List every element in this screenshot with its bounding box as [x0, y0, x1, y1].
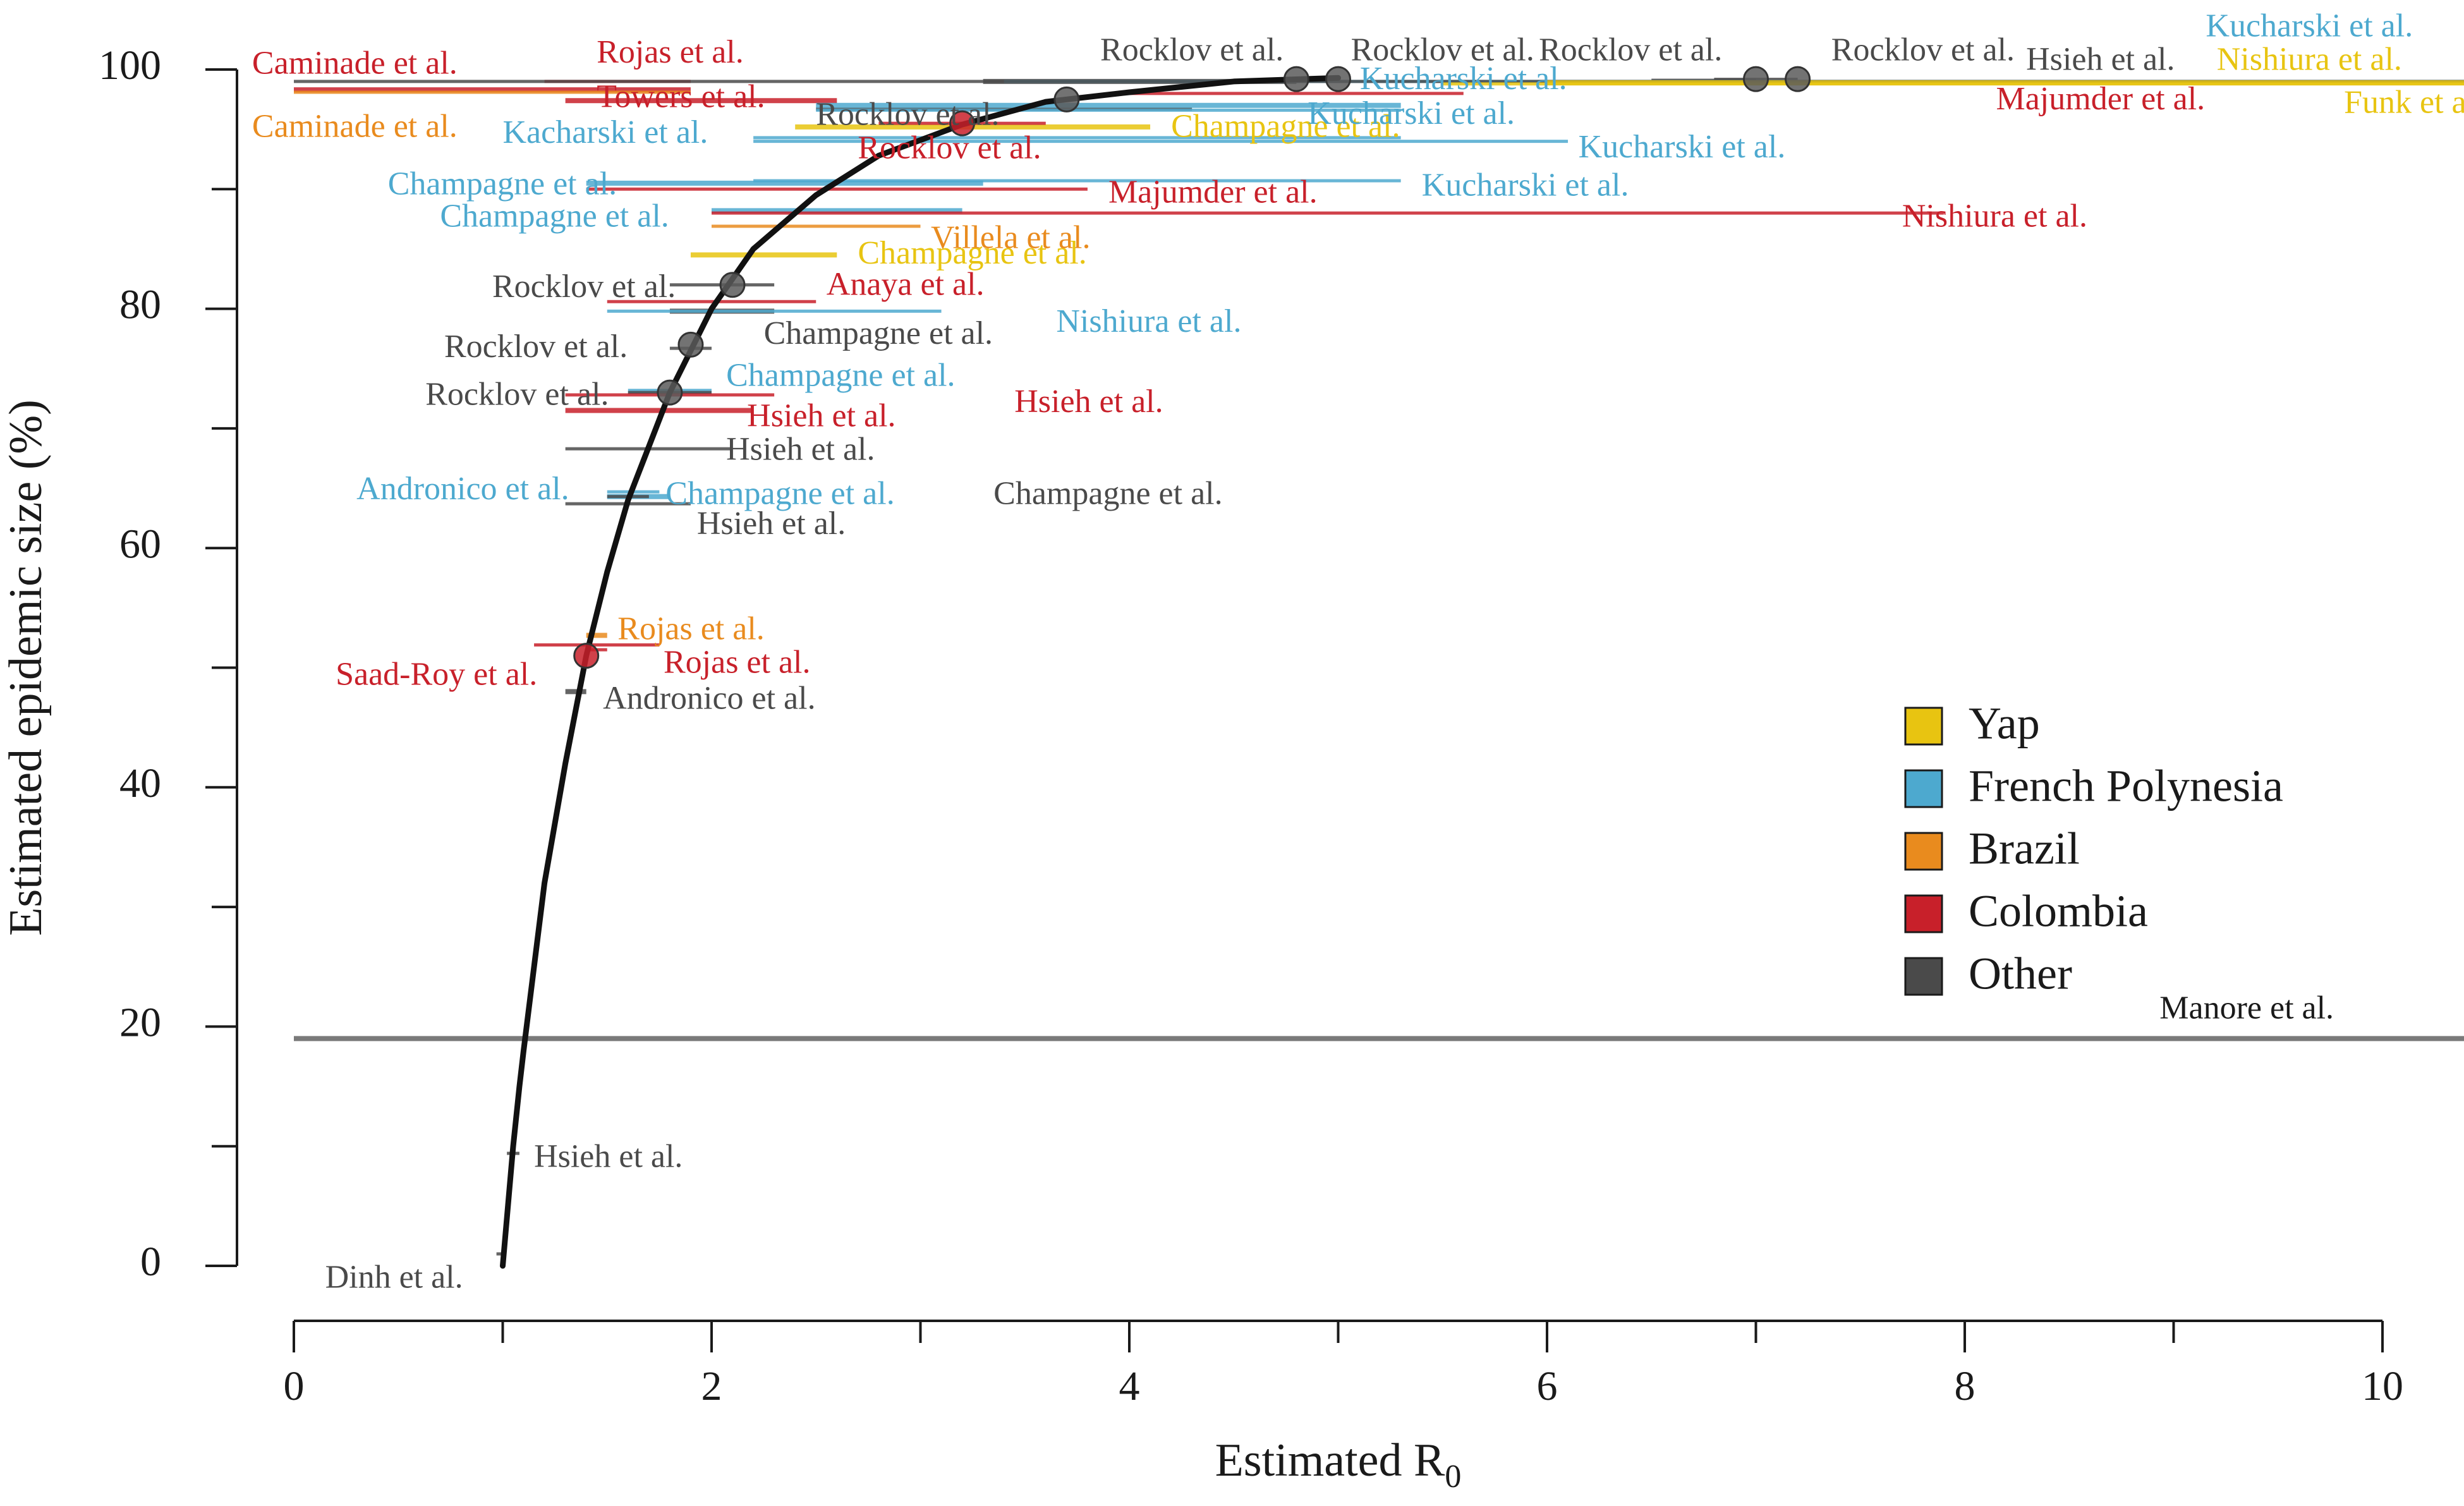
study-label: Rocklov et al. — [858, 130, 1041, 166]
study-label: Rocklov et al. — [1831, 32, 2015, 68]
study-point — [1283, 66, 1309, 92]
reference-line-label: Manore et al. — [2159, 990, 2334, 1026]
study-label: Rocklov et al. — [425, 377, 609, 413]
study-label: Rocklov et al. — [444, 329, 628, 365]
study-label: Rojas et al. — [597, 34, 744, 70]
study-label: Saad-Roy et al. — [336, 657, 537, 693]
legend-swatch — [1904, 957, 1943, 996]
study-label: Nishiura et al. — [2217, 42, 2402, 78]
x-axis-title-subscript: 0 — [1445, 1459, 1461, 1495]
study-point — [1785, 66, 1811, 92]
point-layer — [573, 66, 1811, 669]
study-label: Hsieh et al. — [2026, 42, 2175, 78]
x-tick-label: 2 — [701, 1363, 722, 1409]
legend-label: Other — [1969, 949, 2072, 999]
study-label: Caminade et al. — [252, 109, 458, 145]
study-label: Hsieh et al. — [747, 398, 895, 434]
legend-label: Brazil — [1969, 823, 2080, 874]
study-label: Andronico et al. — [356, 471, 569, 507]
study-label: Nishiura et al. — [1902, 198, 2087, 234]
study-label: Nishiura et al. — [1056, 303, 1241, 339]
study-point — [1053, 86, 1080, 112]
study-point — [1325, 66, 1351, 92]
study-point — [1743, 66, 1769, 92]
study-point — [949, 110, 976, 137]
study-label: Kucharski et al. — [1308, 95, 1515, 131]
study-label-layer: Caminade et al. Rojas et al. Caminade et a… — [252, 8, 2464, 1296]
study-label: Hsieh et al. — [726, 432, 875, 468]
y-tick-label: 100 — [99, 42, 161, 88]
study-label: Caminade et al. — [252, 45, 458, 81]
study-label: Champagne et al. — [665, 476, 894, 512]
study-point — [657, 379, 683, 406]
study-label: Kucharski et al. — [1579, 129, 1786, 165]
legend-label: French Polynesia — [1969, 761, 2283, 811]
study-label: Champagne et al. — [993, 476, 1222, 512]
study-interval-layer — [294, 78, 2464, 1256]
study-label: Champagne et al. — [726, 357, 955, 393]
legend-label: Colombia — [1969, 886, 2148, 937]
study-label: Rojas et al. — [617, 611, 765, 647]
study-label: Majumder et al. — [1108, 174, 1318, 210]
study-label: Andronico et al. — [603, 680, 815, 716]
study-label: Kucharski et al. — [2206, 8, 2413, 44]
study-label: Funk et al. — [2344, 85, 2464, 121]
study-label: Towers et al. — [597, 78, 765, 114]
study-label: Rocklov et al. — [1539, 32, 1722, 68]
study-label: Hsieh et al. — [697, 506, 846, 542]
legend-swatch — [1904, 894, 1943, 933]
study-point — [573, 643, 600, 669]
study-label: Majumder et al. — [1996, 81, 2205, 117]
y-tick-label: 40 — [119, 760, 161, 806]
legend-label: Yap — [1969, 698, 2040, 749]
legend-swatch — [1904, 769, 1943, 808]
x-tick-label: 4 — [1119, 1363, 1140, 1409]
study-label: Dinh et al. — [325, 1260, 463, 1296]
x-tick-label: 0 — [284, 1363, 305, 1409]
study-label: Rojas et al. — [664, 645, 811, 681]
study-label: Kacharski et al. — [503, 114, 708, 150]
reference-line-layer: Manore et al. — [294, 990, 2464, 1041]
study-label: Rocklov et al. — [1351, 32, 1534, 68]
study-label: Hsieh et al. — [1014, 384, 1163, 420]
x-axis-title: Estimated R0 — [1215, 1435, 1462, 1495]
study-label: Champagne et al. — [764, 315, 993, 351]
study-label: Champagne et al. — [1171, 109, 1400, 145]
study-label: Champagne et al. — [858, 235, 1086, 271]
x-tick-label: 10 — [2362, 1363, 2403, 1409]
y-tick-label: 0 — [140, 1239, 161, 1285]
study-label: Champagne et al. — [388, 166, 617, 202]
study-label: Villela et al. — [931, 220, 1090, 256]
x-tick-label: 8 — [1955, 1363, 1975, 1409]
study-label: Anaya et al. — [827, 266, 985, 302]
final-size-curve — [500, 75, 1341, 1269]
y-tick-label: 80 — [119, 282, 161, 328]
study-label: Champagne et al. — [440, 198, 669, 234]
study-point — [677, 331, 704, 358]
x-axis-title-text: Estimated R — [1215, 1435, 1445, 1486]
study-label: Kucharski et al. — [1422, 167, 1629, 203]
y-axis-title: Estimated epidemic size (%) — [0, 399, 52, 936]
y-tick-label: 20 — [119, 1000, 161, 1046]
legend: Yap French Polynesia Brazil Colombia Other — [1904, 698, 2283, 999]
legend-swatch — [1904, 832, 1943, 871]
x-tick-label: 6 — [1537, 1363, 1558, 1409]
legend-swatch — [1904, 707, 1943, 746]
y-tick-label: 60 — [119, 521, 161, 567]
study-label: Kucharski et al. — [1360, 61, 1567, 97]
study-label: Rocklov et al. — [816, 97, 999, 133]
study-label: Hsieh et al. — [534, 1138, 683, 1174]
study-point — [719, 272, 746, 298]
curve-layer — [500, 75, 1341, 1269]
study-label: Rocklov et al. — [1100, 32, 1284, 68]
study-label: Rocklov et al. — [492, 269, 676, 305]
